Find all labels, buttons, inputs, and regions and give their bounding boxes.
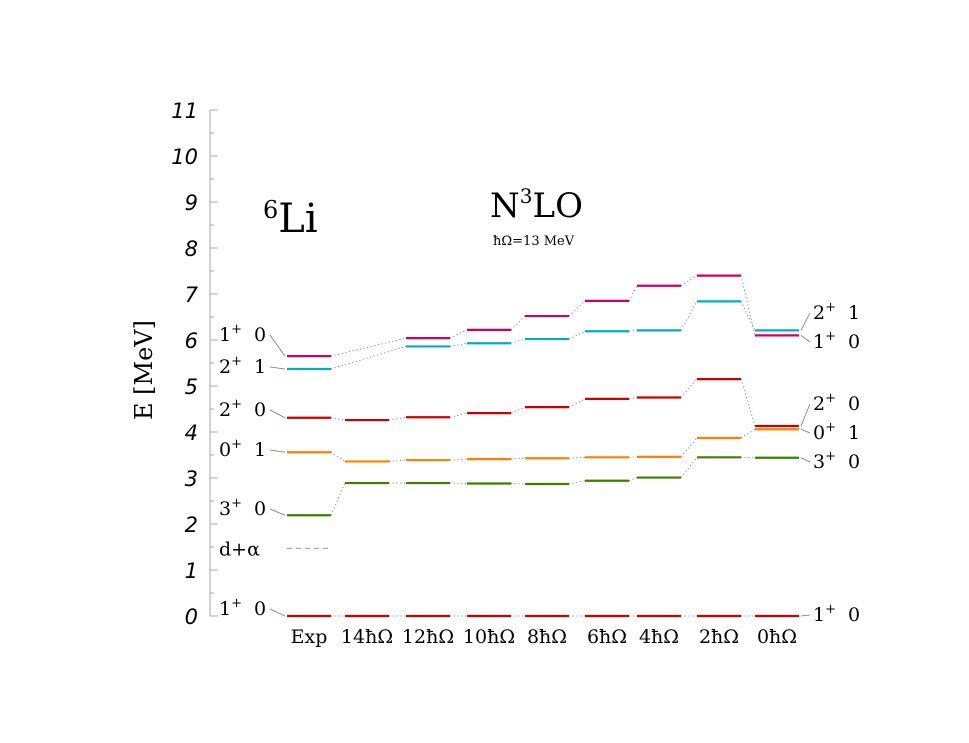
left-state-label: 1+ 0 [219,322,266,346]
connector-line [510,338,526,344]
connector-line [568,330,586,340]
left-state-label: 0+ 1 [219,437,266,461]
right-label-leader [800,312,811,331]
right-state-label: 2+ 0 [813,391,860,415]
connector-line [740,428,756,439]
y-tick-label: 0 [185,605,198,629]
connector-line [628,329,638,332]
column-label: Exp [291,626,328,648]
threshold-label: d+α [219,538,260,560]
connector-line [330,482,346,516]
right-label-leader [800,457,811,463]
connector-line [628,285,638,302]
left-state-label: 2+ 0 [219,397,266,421]
y-tick-label: 8 [185,237,198,261]
y-tick-label: 11 [171,99,198,123]
column-label: 6ħΩ [587,626,627,648]
y-tick-label: 4 [185,421,198,445]
right-state-label: 1+ 0 [813,602,860,626]
right-label-leader [800,614,811,617]
column-label: 4ħΩ [639,626,679,648]
column-label: 12ħΩ [402,626,454,648]
left-label-leader [269,608,286,617]
column-label: 2ħΩ [699,626,739,648]
column-label: 14ħΩ [341,626,393,648]
connector-line [680,275,698,287]
y-tick-label: 2 [185,513,198,537]
y-tick-label: 6 [185,329,198,353]
connector-line [568,300,586,317]
connector-line [568,456,586,459]
nucleus-title: 6Li [263,196,318,242]
interaction-base: N [490,186,520,226]
y-tick-label: 3 [185,467,198,491]
connector-line [680,378,698,398]
connector-line [388,416,407,421]
interaction-exp: 3 [520,184,533,208]
y-tick-label: 1 [185,559,198,583]
connector-line [388,459,407,462]
column-label: 0ħΩ [757,626,797,648]
left-label-leader [269,409,286,419]
y-tick-label: 7 [185,283,199,307]
right-label-leader [800,335,811,343]
interaction-title: N3LO [490,184,583,226]
nucleus-symbol: Li [278,196,317,242]
left-label-leader [269,334,286,357]
connector-line [449,329,468,339]
connector-line [680,301,698,331]
left-state-label: 2+ 1 [219,354,266,378]
connector-line [680,457,698,478]
right-state-label: 2+ 1 [813,300,860,324]
column-labels: Exp 14ħΩ 12ħΩ 10ħΩ 8ħΩ 6ħΩ 4ħΩ 2ħΩ 0ħΩ [291,626,797,648]
y-axis-label: E [MeV] [130,320,158,420]
connector-lines [330,275,756,617]
connector-line [568,480,586,485]
left-label-leader [269,508,286,516]
connector-line [449,458,468,461]
connector-line [628,397,638,400]
connector-line [740,378,756,427]
column-label: 10ħΩ [463,626,515,648]
right-state-label: 0+ 1 [813,420,860,444]
column-label: 8ħΩ [527,626,567,648]
connector-line [680,437,698,458]
interaction-rest: LO [532,186,582,226]
connector-line [449,412,468,418]
y-tick-label: 5 [185,375,198,399]
right-label-leader [800,428,811,434]
connector-line [510,315,526,331]
connector-line [628,477,638,482]
connector-line [330,337,407,357]
right-label-leader [800,403,811,427]
connector-line [330,417,346,421]
energy-levels [287,274,799,618]
connector-line [568,398,586,408]
connector-line [740,301,756,331]
connector-line [740,275,756,336]
connector-line [510,406,526,414]
y-axis: 0 1 2 3 4 5 6 7 8 9 10 11 [171,99,218,629]
left-label-leader [269,366,286,370]
left-state-label: 3+ 0 [219,496,266,520]
nucleus-mass: 6 [263,196,278,224]
y-tick-label: 9 [185,191,198,215]
right-state-label: 1+ 0 [813,329,860,353]
connector-line [330,451,346,462]
connector-line [510,457,526,460]
connector-line [449,342,468,347]
connector-line [330,346,407,370]
left-state-label: 1+ 0 [219,596,266,620]
state-labels: 1+ 0 3+ 0 0+ 1 2+ 0 2+ 1 1+ 0 d+α 2+ 1 1+ 0 2+ 0 0… [219,300,860,626]
hbar-omega-label: ħΩ=13 MeV [493,234,575,249]
y-tick-label: 10 [171,145,198,169]
left-label-leader [269,449,286,453]
right-state-label: 3+ 0 [813,449,860,473]
